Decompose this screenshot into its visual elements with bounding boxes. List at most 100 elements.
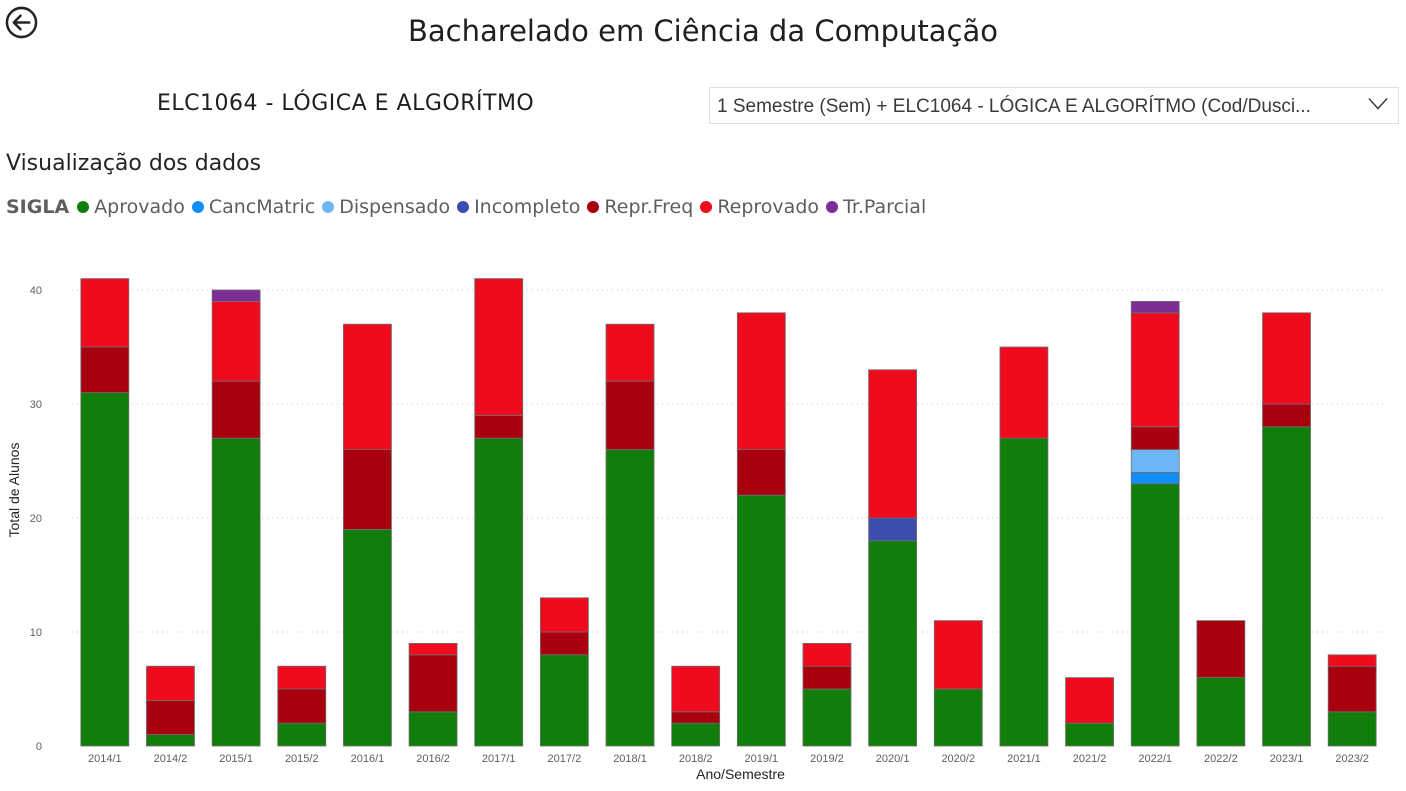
x-tick-label: 2016/2	[416, 753, 450, 765]
legend-label: Incompleto	[474, 196, 581, 218]
bar-segment[interactable]	[671, 665, 721, 713]
bar-segment[interactable]	[408, 642, 458, 656]
bar-segment[interactable]	[736, 494, 786, 747]
bar-segment[interactable]	[146, 734, 195, 747]
x-tick-label: 2019/1	[744, 753, 778, 765]
bar-segment[interactable]	[1196, 677, 1246, 747]
x-tick-label: 2020/1	[876, 753, 910, 765]
bar-segment[interactable]	[605, 323, 655, 382]
bar-segment[interactable]	[1262, 403, 1311, 428]
bar-segment[interactable]	[80, 278, 130, 348]
x-tick-label: 2014/2	[154, 753, 188, 765]
bar-segment[interactable]	[343, 323, 392, 450]
bar-segment[interactable]	[1262, 312, 1311, 405]
bar-segment[interactable]	[671, 711, 721, 724]
legend-label: CancMatric	[208, 196, 316, 218]
bar-segment[interactable]	[868, 517, 918, 542]
bar-segment[interactable]	[671, 722, 721, 747]
bar-segment[interactable]	[1327, 654, 1377, 667]
legend-item-incompleto[interactable]: Incompleto	[457, 196, 580, 218]
bar-segment[interactable]	[868, 369, 918, 519]
bar-segment[interactable]	[343, 449, 392, 530]
bar-segment[interactable]	[277, 722, 327, 747]
bar-segment[interactable]	[1130, 471, 1180, 485]
bar-segment[interactable]	[999, 346, 1049, 439]
stacked-bar-chart: 0 10 20 30 40 2014/1 2014/2 2015/1 2015/2 2016/1 2…	[6, 278, 1385, 782]
bar-segment[interactable]	[1327, 665, 1377, 713]
bar-segment[interactable]	[1196, 620, 1246, 679]
legend-dot	[700, 201, 713, 213]
legend-label: Tr.Parcial	[843, 196, 927, 218]
bar-segment[interactable]	[539, 654, 589, 747]
x-tick-label: 2014/1	[88, 753, 122, 765]
x-tick-label: 2022/1	[1138, 753, 1172, 765]
legend-title: SIGLA	[6, 196, 70, 218]
bar-segment[interactable]	[1130, 301, 1180, 314]
bar-segment[interactable]	[1130, 312, 1180, 428]
x-tick-label: 2018/2	[679, 753, 713, 765]
bar-segment[interactable]	[80, 392, 130, 747]
bar-segment[interactable]	[277, 688, 327, 724]
x-tick-label: 2019/2	[810, 753, 844, 765]
y-tick-label: 10	[30, 627, 42, 639]
filter-dropdown[interactable]: 1 Semestre (Sem) + ELC1064 - LÓGICA E AL…	[709, 87, 1399, 124]
x-tick-label: 2021/2	[1073, 753, 1107, 765]
x-tick-label: 2017/1	[482, 753, 516, 765]
bar-segment[interactable]	[868, 540, 918, 747]
y-tick-label: 20	[30, 513, 42, 525]
bar-segment[interactable]	[999, 437, 1049, 747]
legend-dot	[826, 201, 839, 213]
bar-segment[interactable]	[80, 346, 130, 393]
bar-segment[interactable]	[146, 665, 195, 701]
bar-segment[interactable]	[146, 699, 195, 735]
bar-segment[interactable]	[343, 528, 392, 747]
bar-segment[interactable]	[1130, 426, 1180, 451]
bar-segment[interactable]	[736, 312, 786, 451]
bar-segment[interactable]	[211, 289, 261, 302]
bar-segment[interactable]	[1130, 483, 1180, 747]
page-title: Bacharelado em Ciência da Computação	[408, 14, 998, 48]
bar-segment[interactable]	[933, 620, 983, 690]
bar-segment[interactable]	[277, 665, 327, 690]
legend-item-repr-freq[interactable]: Repr.Freq	[587, 196, 693, 218]
bar-segment[interactable]	[605, 380, 655, 450]
y-tick-label: 0	[36, 741, 42, 753]
bar-segment[interactable]	[1065, 677, 1114, 724]
x-tick-label: 2023/2	[1335, 753, 1369, 765]
bar-segment[interactable]	[211, 380, 261, 439]
bar-segment[interactable]	[802, 642, 852, 667]
bar-segment[interactable]	[474, 437, 524, 747]
bar-segment[interactable]	[408, 654, 458, 713]
bar-segment[interactable]	[1327, 711, 1377, 747]
legend-item-dispensado[interactable]: Dispensado	[322, 196, 450, 218]
bar-segment[interactable]	[539, 631, 589, 656]
bar-segment[interactable]	[605, 449, 655, 747]
bar-segment[interactable]	[1130, 449, 1180, 473]
bar-segment[interactable]	[933, 688, 983, 747]
x-tick-label: 2021/1	[1007, 753, 1041, 765]
bar-segment[interactable]	[1065, 722, 1114, 747]
bar-segment[interactable]	[474, 278, 524, 416]
chevron-down-icon	[1368, 98, 1388, 110]
bar-segment[interactable]	[539, 597, 589, 633]
bar-segment[interactable]	[211, 301, 261, 382]
x-tick-label: 2023/1	[1270, 753, 1304, 765]
bar-segment[interactable]	[736, 449, 786, 496]
bar-segment[interactable]	[408, 711, 458, 747]
bar-segment[interactable]	[802, 665, 852, 690]
back-arrow-icon[interactable]	[5, 6, 38, 39]
bar-segment[interactable]	[1262, 426, 1311, 747]
bar-segment[interactable]	[211, 437, 261, 747]
x-tick-label: 2017/2	[548, 753, 582, 765]
legend-dot	[77, 201, 90, 213]
legend-dot	[191, 201, 204, 213]
legend-item-cancmatric[interactable]: CancMatric	[191, 196, 316, 218]
bar-segment[interactable]	[474, 414, 524, 439]
legend-dot	[457, 201, 470, 213]
chart-legend: SIGLA Aprovado CancMatric Dispensado Inc…	[6, 194, 933, 220]
bar-segment[interactable]	[802, 688, 852, 747]
legend-item-reprovado[interactable]: Reprovado	[700, 196, 819, 218]
legend-item-aprovado[interactable]: Aprovado	[77, 196, 185, 218]
y-tick-label: 40	[30, 285, 42, 297]
legend-item-tr-parcial[interactable]: Tr.Parcial	[826, 196, 926, 218]
